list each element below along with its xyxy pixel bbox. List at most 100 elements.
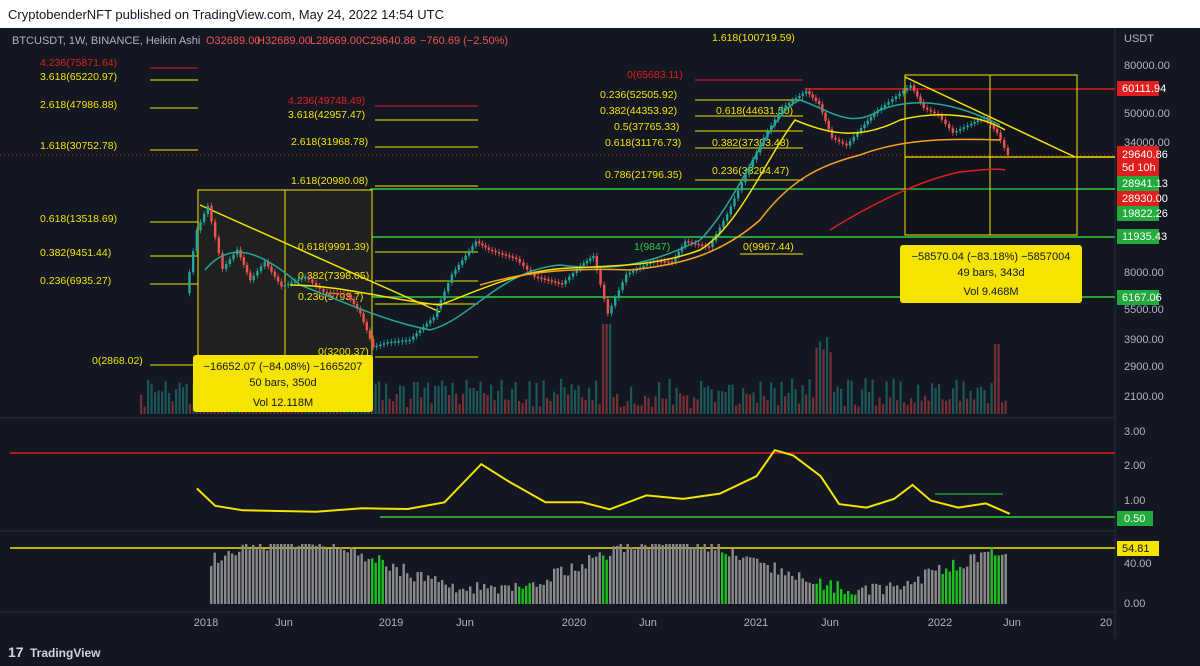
histogram-bar <box>364 561 367 604</box>
mid-badge: 0.50 <box>1124 513 1145 525</box>
volume-bar <box>556 394 559 414</box>
badge-current-bg <box>1117 146 1159 176</box>
histogram-bar <box>969 554 972 604</box>
histogram-bar <box>532 582 535 604</box>
histogram-bar-green <box>997 555 1000 604</box>
candle-body <box>999 132 1002 141</box>
mid-tick-1: 1.00 <box>1124 495 1145 507</box>
volume-bar <box>378 381 381 414</box>
histogram-bar <box>318 544 321 604</box>
histogram-bar <box>255 549 258 604</box>
volume-bar <box>423 387 426 414</box>
candle-body <box>887 101 890 105</box>
histogram-bar <box>633 549 636 604</box>
histogram-bar-green <box>854 594 857 604</box>
candle-body <box>408 339 411 342</box>
histogram-bar <box>483 583 486 604</box>
volume-bar <box>857 406 860 414</box>
candle-body <box>379 344 382 347</box>
fib-levels-2017[interactable]: 4.236(75871.64) 3.618(65220.97) 2.618(47… <box>40 57 198 367</box>
candle-body <box>571 273 575 277</box>
histogram-bar <box>315 545 318 604</box>
volume-bar <box>490 384 493 414</box>
fib-levels-2021[interactable]: 1.618(100719.59) 0(65683.11) 0.236(52505… <box>600 32 803 255</box>
price-badges: 60111.94 29640.86 5d 10h 28941.13 28930.… <box>1117 81 1168 305</box>
candle-body <box>845 143 848 146</box>
price-axis-unit: USDT <box>1124 33 1154 45</box>
histogram-bar <box>644 544 647 604</box>
histogram-bar <box>427 575 430 604</box>
measure-callout-2022[interactable]: −58570.04 (−83.18%) −5857004 49 bars, 34… <box>900 245 1082 303</box>
candle-body <box>905 88 909 91</box>
fib-box-2022[interactable] <box>904 74 1078 236</box>
histogram-bar <box>672 544 675 604</box>
chart-canvas[interactable]: BTCUSDT, 1W, BINANCE, Heikin Ashi O32689… <box>0 28 1200 638</box>
candle-body <box>834 137 837 140</box>
badge-current-price: 29640.86 <box>1122 149 1168 161</box>
volume-bar <box>525 399 528 414</box>
volume-bar <box>871 379 874 414</box>
histogram-bar <box>612 546 615 604</box>
volume-bar <box>427 382 430 414</box>
histogram-bar <box>689 547 692 604</box>
candle-body <box>368 330 372 339</box>
volume-bar <box>672 404 675 414</box>
fib-2021-0: 0(65683.11) <box>627 69 683 81</box>
time-tick-jun20: Jun <box>639 617 657 629</box>
histogram-bar <box>241 544 244 604</box>
candle-body <box>263 261 266 267</box>
histogram-bar <box>308 544 311 604</box>
candle-body <box>217 237 221 254</box>
trend-line-2018[interactable] <box>199 204 441 313</box>
candle-body <box>322 288 325 292</box>
histogram-bar <box>773 562 776 604</box>
candle-body <box>951 128 955 133</box>
candle-body <box>794 98 798 101</box>
histogram-bar <box>409 577 412 604</box>
candle-body <box>733 198 736 207</box>
candle-body <box>872 113 876 118</box>
histogram-bar <box>801 578 804 604</box>
histogram-bar <box>983 552 986 604</box>
volume-bar <box>434 385 437 414</box>
legend-close: C29640.86 <box>362 35 416 47</box>
volume-bar <box>581 397 584 414</box>
histogram-bar <box>567 575 570 604</box>
volume-bar <box>591 399 594 414</box>
volume-bar <box>619 407 622 414</box>
volume-bar <box>980 386 983 414</box>
candle-body <box>352 299 356 305</box>
indicator-line[interactable] <box>196 448 1011 515</box>
candle-body <box>962 127 966 130</box>
candle-body <box>617 290 621 298</box>
histogram-bar-green <box>959 566 962 604</box>
candle-body <box>425 323 429 327</box>
histogram-bar <box>752 557 755 604</box>
measure-callout-2018[interactable]: −16652.07 (−84.08%) −1665207 50 bars, 35… <box>193 355 373 412</box>
histogram-bar <box>882 594 885 604</box>
volume-bar <box>623 405 626 414</box>
candle-body <box>925 107 929 110</box>
histogram-bar <box>623 552 626 604</box>
badge-11935-bg <box>1117 229 1159 244</box>
candle-body <box>359 308 362 314</box>
volume-bar <box>182 386 185 414</box>
chart-frame[interactable]: BTCUSDT, 1W, BINANCE, Heikin Ashi O32689… <box>0 28 1200 638</box>
tradingview-logo-icon[interactable]: 17 <box>8 644 24 660</box>
histogram-bar <box>749 557 752 604</box>
downtrend-line[interactable] <box>904 76 1076 158</box>
volume-bar <box>168 392 171 414</box>
candle-body <box>443 291 446 301</box>
tradingview-brand[interactable]: TradingView <box>30 646 101 660</box>
histogram-bar <box>745 556 748 604</box>
indicator-series[interactable] <box>196 448 1011 515</box>
volume-bar <box>458 403 461 414</box>
volume-bar <box>598 404 601 414</box>
candle-body <box>372 338 375 347</box>
histogram-bar <box>472 593 475 604</box>
legend-symbol[interactable]: BTCUSDT, 1W, BINANCE, Heikin Ashi <box>12 35 200 47</box>
volume-bar <box>735 405 738 414</box>
candle-body <box>827 120 830 130</box>
volume-bar <box>875 405 878 414</box>
volume-bar <box>997 344 1000 414</box>
